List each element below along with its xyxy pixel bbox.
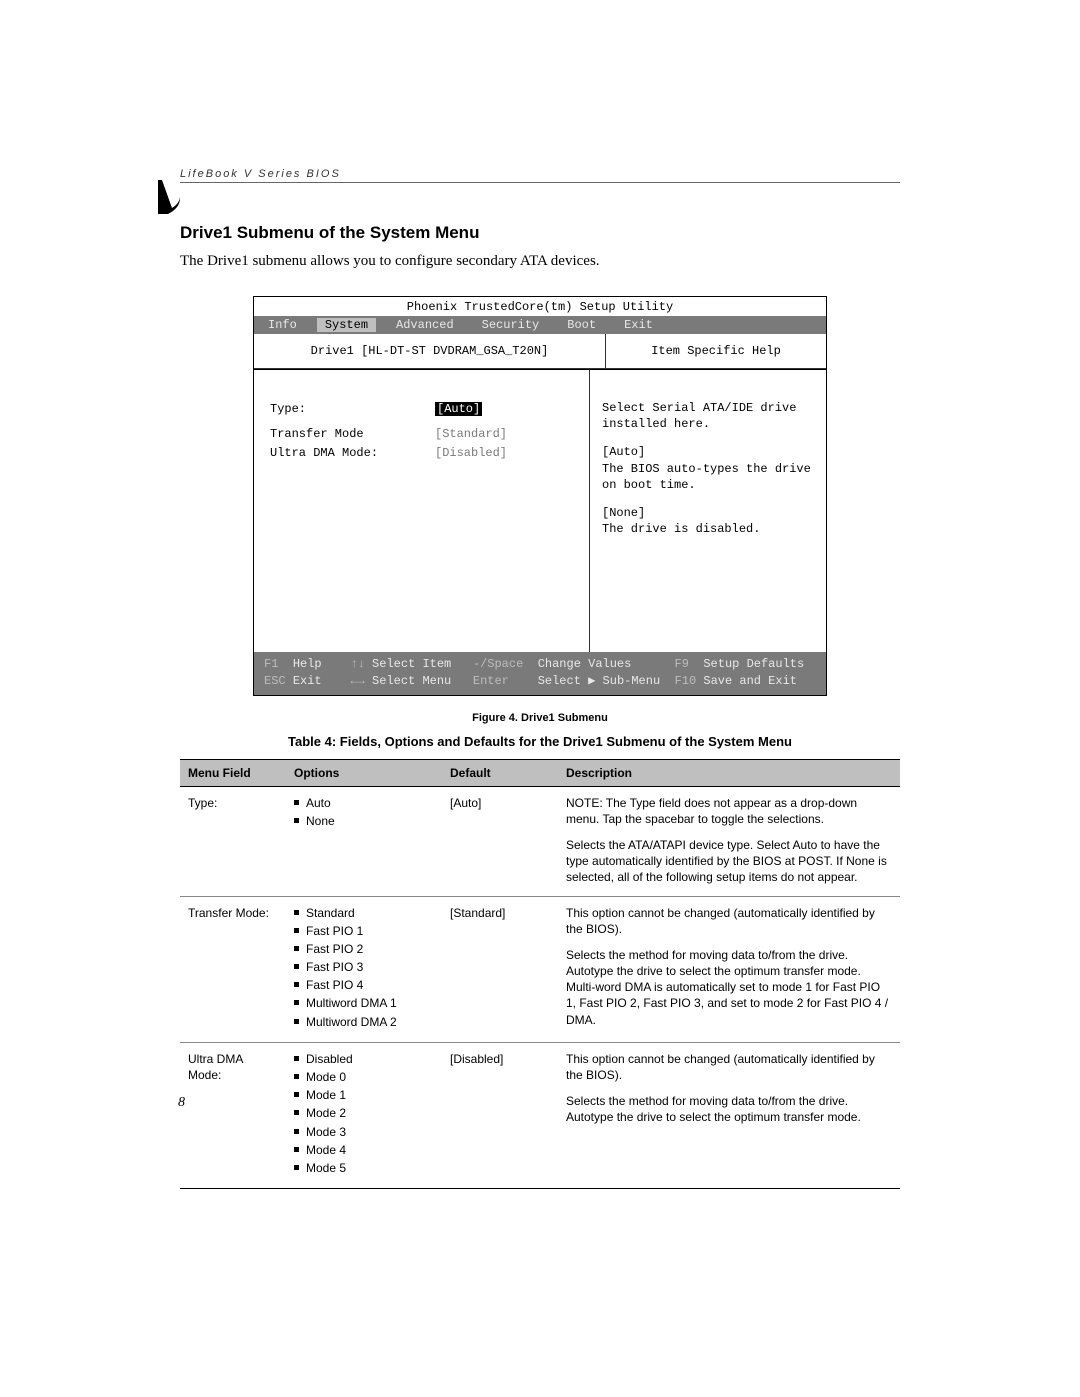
option-item: Mode 2 [294,1105,434,1121]
bios-tab-system: System [317,318,376,332]
bios-footer-text: Select Menu [372,674,451,688]
bios-help-line: The drive is disabled. [602,521,814,537]
bios-field-value: [Auto] [435,402,482,416]
table-cell-options: Disabled Mode 0 Mode 1 Mode 2 Mode 3 Mode 4 Mo… [286,1042,442,1188]
table-cell-default: [Standard] [442,896,558,1042]
bios-title: Phoenix TrustedCore(tm) Setup Utility [254,297,826,316]
table-cell-menu: Type: [180,786,286,896]
bios-tab-advanced: Advanced [382,318,468,332]
bios-footer-key: ←→ [350,674,364,688]
fields-table: Menu Field Options Default Description T… [180,759,900,1190]
option-item: Mode 5 [294,1160,434,1176]
bios-footer-key: ↑↓ [350,657,364,671]
bios-footer-text: Save and Exit [703,674,797,688]
bios-footer-key: Enter [473,674,509,688]
bios-footer: F1 Help ↑↓ Select Item -/Space Change Va… [254,652,826,695]
option-item: Fast PIO 2 [294,941,434,957]
table-row: Type: Auto None [Auto]NOTE: The Type field … [180,786,900,896]
bios-footer-key: -/Space [473,657,523,671]
bios-tab-security: Security [468,318,554,332]
table-cell-options: Auto None [286,786,442,896]
bios-field-label: Type: [270,400,435,419]
bios-field-type: Type: [Auto] [270,400,573,419]
section-intro: The Drive1 submenu allows you to configu… [180,251,900,272]
option-item: Fast PIO 3 [294,959,434,975]
bios-tab-info: Info [254,318,311,332]
option-item: Disabled [294,1051,434,1067]
table-cell-default: [Auto] [442,786,558,896]
page-number: 8 [178,1095,185,1111]
bios-footer-text: Help [293,657,322,671]
bios-help-line: The BIOS auto-types the drive on boot ti… [602,461,814,493]
bios-footer-text: Select Item [372,657,451,671]
option-item: Mode 3 [294,1124,434,1140]
table-cell-default: [Disabled] [442,1042,558,1188]
table-header: Default [442,759,558,786]
bios-footer-text: Change Values [538,657,632,671]
figure-caption: Figure 4. Drive1 Submenu [180,712,900,724]
table-cell-description: This option cannot be changed (automatic… [558,896,900,1042]
option-item: Auto [294,795,434,811]
bios-tab-exit: Exit [610,318,667,332]
bios-field-label: Ultra DMA Mode: [270,444,435,463]
option-item: Mode 4 [294,1142,434,1158]
table-cell-description: NOTE: The Type field does not appear as … [558,786,900,896]
description-paragraph: Selects the method for moving data to/fr… [566,1093,892,1125]
option-item: Standard [294,905,434,921]
table-caption: Table 4: Fields, Options and Defaults fo… [180,734,900,749]
bios-footer-text: Setup Defaults [703,657,804,671]
bios-footer-text: Exit [293,674,322,688]
option-item: Mode 1 [294,1087,434,1103]
bios-footer-key: F9 [675,657,689,671]
bios-help-line: Select Serial ATA/IDE drive installed he… [602,400,814,432]
table-header: Menu Field [180,759,286,786]
bios-menubar: Info System Advanced Security Boot Exit [254,316,826,334]
table-row: Ultra DMA Mode: Disabled Mode 0 Mode 1 Mode … [180,1042,900,1188]
header-rule [180,182,900,183]
option-item: Mode 0 [294,1069,434,1085]
option-item: Multiword DMA 2 [294,1014,434,1030]
bios-subheader-right: Item Specific Help [606,334,826,368]
table-cell-options: Standard Fast PIO 1 Fast PIO 2 Fast PIO 3 Fa… [286,896,442,1042]
section-title: Drive1 Submenu of the System Menu [180,223,900,243]
table-cell-description: This option cannot be changed (automatic… [558,1042,900,1188]
description-paragraph: This option cannot be changed (automatic… [566,1051,892,1083]
bios-subheader-left: Drive1 [HL-DT-ST DVDRAM_GSA_T20N] [254,334,606,368]
option-item: Multiword DMA 1 [294,995,434,1011]
table-header: Description [558,759,900,786]
option-item: Fast PIO 1 [294,923,434,939]
table-row: Transfer Mode: Standard Fast PIO 1 Fast PIO… [180,896,900,1042]
bios-footer-key: F10 [675,674,697,688]
bios-field-label: Transfer Mode [270,425,435,444]
description-paragraph: This option cannot be changed (automatic… [566,905,892,937]
description-paragraph: NOTE: The Type field does not appear as … [566,795,892,827]
bios-help-panel: Select Serial ATA/IDE drive installed he… [590,370,826,652]
table-header: Options [286,759,442,786]
description-paragraph: Selects the ATA/ATAPI device type. Selec… [566,837,892,886]
bios-footer-key: ESC [264,674,286,688]
bios-field-ultradma: Ultra DMA Mode: [Disabled] [270,444,573,463]
bios-footer-key: F1 [264,657,278,671]
bios-help-line: [Auto] [602,444,814,460]
bios-tab-boot: Boot [553,318,610,332]
bios-field-transfer: Transfer Mode [Standard] [270,425,573,444]
bios-field-value: [Disabled] [435,444,507,463]
bios-help-line: [None] [602,505,814,521]
running-header: LifeBook V Series BIOS [180,168,900,180]
option-item: Fast PIO 4 [294,977,434,993]
bios-subheader: Drive1 [HL-DT-ST DVDRAM_GSA_T20N] Item S… [254,334,826,369]
bios-footer-text: Select ▶ Sub-Menu [538,674,660,688]
header-tab-marker [158,180,180,214]
description-paragraph: Selects the method for moving data to/fr… [566,947,892,1028]
option-item: None [294,813,434,829]
table-cell-menu: Ultra DMA Mode: [180,1042,286,1188]
bios-screenshot: Phoenix TrustedCore(tm) Setup Utility In… [253,296,827,696]
bios-field-value: [Standard] [435,425,507,444]
table-cell-menu: Transfer Mode: [180,896,286,1042]
